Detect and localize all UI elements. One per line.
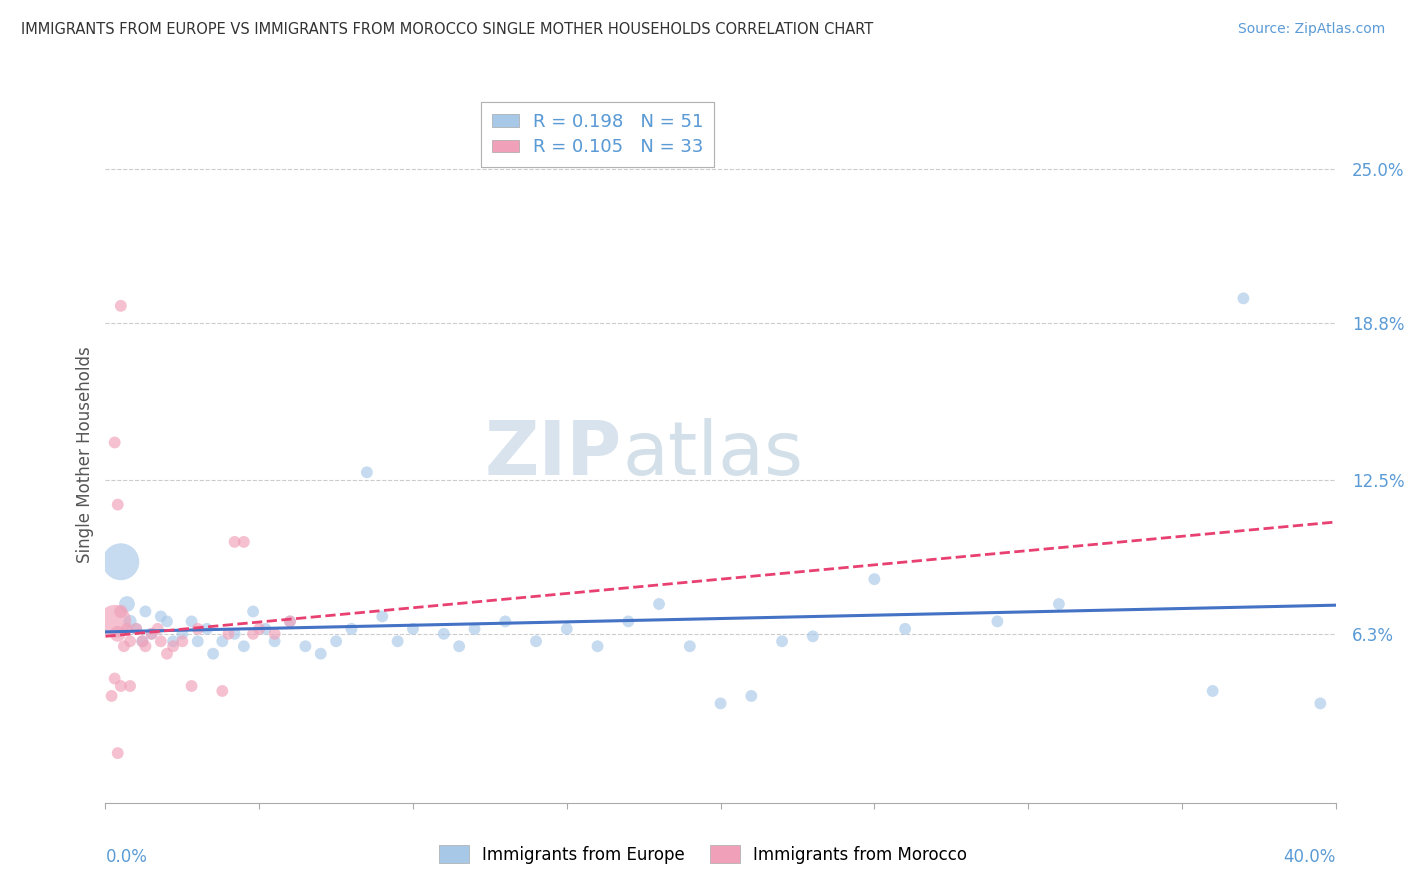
Point [211, 634, 233, 648]
Point [131, 634, 153, 648]
Point [172, 627, 194, 641]
Point [224, 534, 246, 549]
Point [120, 615, 141, 629]
Point [325, 634, 347, 648]
Point [449, 639, 471, 653]
Point [494, 615, 516, 629]
Text: 40.0%: 40.0% [1284, 847, 1336, 865]
Point [202, 647, 225, 661]
Point [555, 622, 578, 636]
Point [1232, 291, 1254, 305]
Point [1201, 684, 1223, 698]
Legend: R = 0.198   N = 51, R = 0.105   N = 33: R = 0.198 N = 51, R = 0.105 N = 33 [481, 103, 714, 167]
Text: ZIP: ZIP [485, 418, 621, 491]
Point [242, 627, 264, 641]
Point [187, 622, 209, 636]
Point [648, 597, 671, 611]
Y-axis label: Single Mother Households: Single Mother Households [76, 347, 94, 563]
Point [356, 466, 378, 480]
Point [770, 634, 793, 648]
Point [162, 639, 184, 653]
Point [617, 615, 640, 629]
Point [110, 555, 132, 569]
Point [278, 615, 301, 629]
Point [187, 634, 209, 648]
Point [156, 647, 179, 661]
Point [387, 634, 409, 648]
Point [294, 639, 316, 653]
Point [232, 639, 254, 653]
Point [218, 627, 240, 641]
Point [125, 622, 148, 636]
Point [263, 627, 285, 641]
Point [172, 634, 194, 648]
Point [254, 622, 277, 636]
Point [107, 498, 129, 512]
Point [104, 435, 127, 450]
Point [146, 622, 169, 636]
Point [120, 679, 141, 693]
Point [247, 622, 270, 636]
Point [180, 615, 202, 629]
Point [104, 615, 127, 629]
Point [134, 639, 156, 653]
Point [120, 634, 141, 648]
Text: Source: ZipAtlas.com: Source: ZipAtlas.com [1237, 22, 1385, 37]
Point [679, 639, 702, 653]
Point [141, 627, 163, 641]
Point [1047, 597, 1070, 611]
Point [402, 622, 425, 636]
Point [801, 629, 824, 643]
Point [740, 689, 762, 703]
Text: atlas: atlas [621, 418, 803, 491]
Point [710, 697, 733, 711]
Point [156, 615, 179, 629]
Point [1309, 697, 1331, 711]
Point [107, 746, 129, 760]
Point [149, 634, 172, 648]
Point [586, 639, 609, 653]
Point [104, 672, 127, 686]
Point [134, 605, 156, 619]
Point [195, 622, 218, 636]
Point [125, 622, 148, 636]
Point [110, 679, 132, 693]
Legend: Immigrants from Europe, Immigrants from Morocco: Immigrants from Europe, Immigrants from … [432, 838, 974, 871]
Point [371, 609, 394, 624]
Point [986, 615, 1008, 629]
Point [464, 622, 486, 636]
Point [263, 634, 285, 648]
Point [340, 622, 363, 636]
Point [242, 605, 264, 619]
Point [131, 634, 153, 648]
Point [524, 634, 547, 648]
Point [115, 622, 138, 636]
Point [863, 572, 886, 586]
Point [433, 627, 456, 641]
Point [162, 634, 184, 648]
Point [232, 534, 254, 549]
Point [100, 689, 122, 703]
Point [180, 679, 202, 693]
Point [149, 609, 172, 624]
Point [211, 684, 233, 698]
Point [115, 597, 138, 611]
Point [141, 627, 163, 641]
Point [278, 615, 301, 629]
Point [107, 627, 129, 641]
Text: 0.0%: 0.0% [105, 847, 148, 865]
Point [309, 647, 332, 661]
Point [112, 639, 135, 653]
Point [110, 605, 132, 619]
Point [110, 299, 132, 313]
Text: IMMIGRANTS FROM EUROPE VS IMMIGRANTS FROM MOROCCO SINGLE MOTHER HOUSEHOLDS CORRE: IMMIGRANTS FROM EUROPE VS IMMIGRANTS FRO… [21, 22, 873, 37]
Point [224, 627, 246, 641]
Point [894, 622, 917, 636]
